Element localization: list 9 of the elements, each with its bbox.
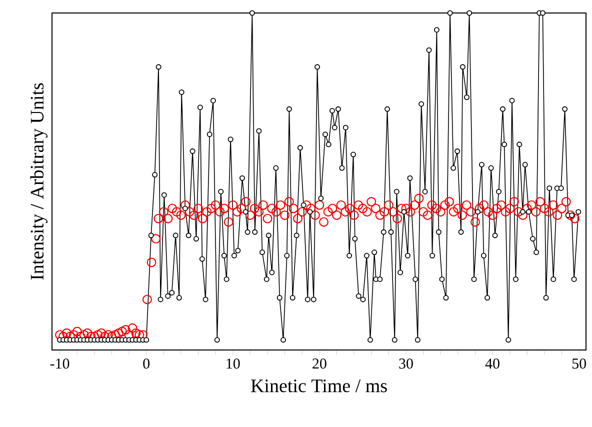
x-axis-title: Kinetic Time / ms	[251, 379, 387, 392]
x-tick-label: 10	[226, 358, 240, 369]
x-tick-label: 30	[399, 358, 413, 369]
x-tick-label: -10	[50, 358, 70, 369]
x-tick-label: 50	[572, 358, 586, 369]
x-tick-label: 20	[312, 358, 326, 369]
x-tick-label: 40	[485, 358, 500, 369]
y-axis-title: Intensity / Arbitrary Units	[30, 83, 48, 280]
x-tick-label: 0	[143, 358, 150, 369]
